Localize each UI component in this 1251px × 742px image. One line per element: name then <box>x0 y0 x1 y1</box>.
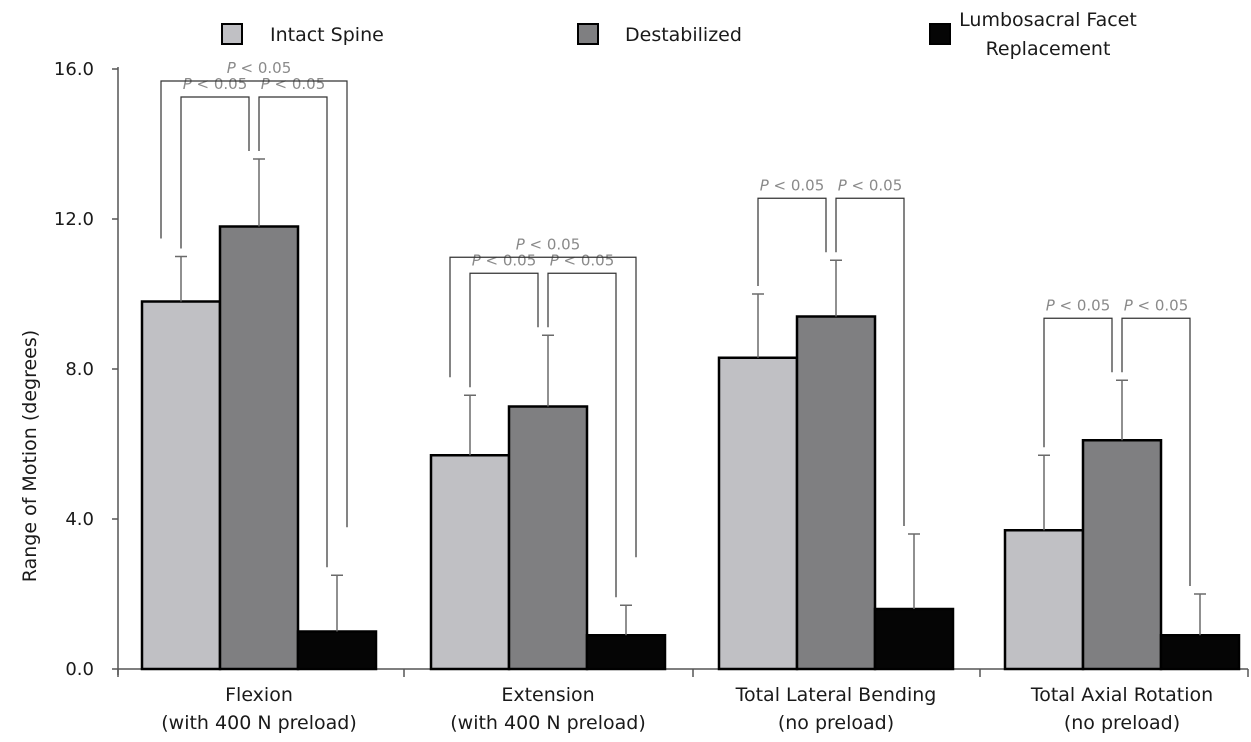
error-bars <box>175 158 1206 636</box>
legend: Intact Spine Destabilized Lumbosacral Face… <box>221 9 1137 60</box>
legend-label: Lumbosacral Facet <box>959 9 1137 31</box>
x-category-label: Total Lateral Bending <box>735 684 937 706</box>
significance-bracket <box>547 272 617 598</box>
significance-label: P < 0.05 <box>1046 296 1111 314</box>
significance-label: P < 0.05 <box>261 75 326 93</box>
x-category-label: Total Axial Rotation <box>1030 684 1213 706</box>
bar <box>1159 634 1241 671</box>
bar <box>717 356 799 671</box>
significance-bracket <box>258 96 328 568</box>
x-category-sublabel: (with 400 N preload) <box>450 712 645 734</box>
x-category-label: Extension <box>501 684 594 706</box>
significance-bracket <box>180 96 250 249</box>
bar <box>873 607 955 671</box>
significance-bracket <box>1121 317 1191 586</box>
bar <box>1003 529 1085 671</box>
bar <box>218 225 300 671</box>
significance-label: P < 0.05 <box>838 176 903 194</box>
significance-label: P < 0.05 <box>760 176 825 194</box>
bar <box>1081 439 1163 671</box>
significance-bracket <box>1043 317 1113 448</box>
y-axis: 0.0 4.0 8.0 12.0 16.0 <box>54 59 119 680</box>
significance-bracket <box>449 256 637 558</box>
bar <box>795 315 877 671</box>
significance-label: P < 0.05 <box>472 251 537 269</box>
significance-label: P < 0.05 <box>516 235 581 253</box>
bar <box>585 634 667 671</box>
bar <box>429 454 511 671</box>
significance-label: P < 0.05 <box>227 59 292 77</box>
y-tick-label: 12.0 <box>54 209 94 230</box>
legend-label: Intact Spine <box>270 24 384 46</box>
bar <box>296 630 378 671</box>
legend-swatch <box>577 23 599 45</box>
significance-label: P < 0.05 <box>550 251 615 269</box>
bar <box>507 405 589 671</box>
x-category-sublabel: (no preload) <box>778 712 894 734</box>
significance-bracket <box>160 80 348 528</box>
bars <box>140 225 1241 671</box>
x-category-label: Flexion <box>225 684 293 706</box>
significance-label: P < 0.05 <box>1124 296 1189 314</box>
legend-label: Replacement <box>986 38 1111 60</box>
significance-bracket <box>835 197 905 526</box>
legend-swatch <box>221 23 243 45</box>
y-axis-title: Range of Motion (degrees) <box>19 330 41 582</box>
significance-brackets: P < 0.05 P < 0.05P < 0.05P < 0.05 P < 0.05… <box>160 59 1191 598</box>
y-tick-label: 0.0 <box>65 659 94 680</box>
significance-bracket <box>469 272 539 388</box>
legend-label: Destabilized <box>625 24 742 46</box>
y-tick-label: 4.0 <box>65 509 94 530</box>
x-category-sublabel: (no preload) <box>1064 712 1180 734</box>
x-category-sublabel: (with 400 N preload) <box>161 712 356 734</box>
bar <box>140 300 222 671</box>
legend-swatch <box>929 23 951 45</box>
y-tick-label: 8.0 <box>65 359 94 380</box>
y-tick-label: 16.0 <box>54 59 94 80</box>
significance-label: P < 0.05 <box>183 75 248 93</box>
x-axis: Flexion (with 400 N preload) Extension (wit… <box>117 668 1249 734</box>
significance-bracket <box>757 197 827 286</box>
